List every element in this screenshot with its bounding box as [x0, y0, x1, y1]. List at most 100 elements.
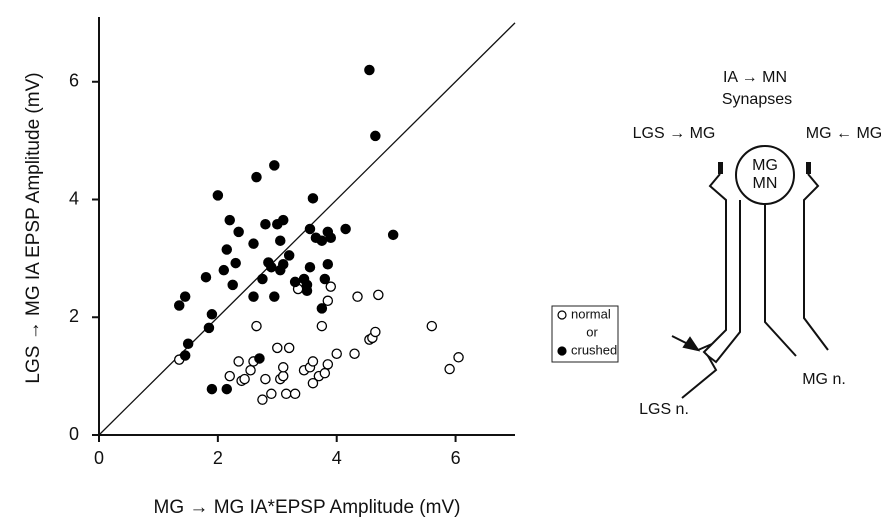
y-tick-label: 4 — [69, 188, 79, 208]
data-point — [269, 160, 280, 171]
data-point — [364, 64, 375, 76]
nerve-line — [764, 204, 797, 357]
nerve-line — [803, 173, 829, 351]
data-point — [453, 352, 464, 363]
data-point — [349, 348, 360, 360]
y-tick-label: 6 — [69, 71, 79, 91]
data-point — [233, 356, 244, 367]
data-point — [212, 190, 224, 201]
data-point — [245, 364, 256, 376]
arrow-head — [682, 336, 701, 352]
data-point — [251, 320, 262, 332]
cell-label: MG — [752, 157, 778, 174]
synapse-label: MG ← MG — [806, 125, 882, 142]
legend-marker — [557, 346, 567, 356]
synapse-label: LGS → MG — [633, 125, 716, 142]
data-point — [283, 250, 295, 261]
data-point — [325, 232, 337, 244]
data-point — [304, 261, 316, 273]
legend-label: normal — [571, 306, 611, 321]
data-point — [370, 326, 381, 338]
data-point — [340, 223, 351, 235]
data-point — [370, 130, 381, 142]
data-point — [221, 383, 233, 395]
legend-box — [551, 305, 619, 363]
data-point — [277, 259, 289, 270]
diagram-title: IA → MN — [723, 69, 787, 86]
data-point — [275, 235, 286, 246]
data-point — [289, 388, 301, 400]
data-point — [239, 373, 250, 385]
data-point — [182, 338, 194, 349]
data-point — [254, 353, 265, 364]
data-point — [203, 322, 215, 334]
data-point — [316, 303, 328, 314]
data-point — [307, 377, 319, 389]
synapse-terminal — [806, 162, 811, 174]
data-point — [266, 261, 277, 273]
data-point — [316, 320, 328, 332]
synapse-terminal — [718, 162, 723, 174]
y-tick-label: 2 — [69, 306, 79, 326]
data-point — [218, 264, 230, 276]
x-tick-label: 4 — [332, 448, 342, 468]
data-point — [200, 271, 212, 283]
nerve-line — [708, 173, 727, 345]
data-point — [248, 291, 259, 302]
nerve-line — [681, 200, 741, 399]
x-tick-label: 6 — [451, 448, 461, 468]
data-point — [322, 259, 334, 270]
data-point — [322, 359, 334, 370]
data-point — [248, 238, 259, 249]
data-point — [221, 244, 233, 255]
data-point — [307, 193, 319, 204]
data-point — [173, 300, 185, 311]
data-point — [251, 171, 262, 183]
data-point — [277, 362, 289, 373]
data-point — [373, 289, 384, 301]
data-point — [277, 370, 289, 382]
cell-label: MN — [753, 175, 778, 192]
nerve-label: MG n. — [802, 371, 846, 388]
data-point — [319, 367, 331, 379]
data-point — [331, 348, 342, 360]
data-point — [289, 276, 301, 288]
data-point — [316, 235, 328, 246]
data-point — [444, 363, 455, 375]
data-point — [260, 373, 271, 385]
data-point — [224, 370, 235, 382]
x-axis-label: MG → MG IA*EPSP Amplitude (mV) — [154, 497, 461, 518]
data-point — [277, 214, 289, 226]
data-point — [352, 291, 363, 302]
legend-marker — [557, 310, 567, 320]
legend-label: crushed — [571, 342, 617, 357]
y-tick-label: 0 — [69, 424, 79, 444]
data-point — [179, 291, 191, 302]
legend: or — [551, 305, 619, 363]
data-point — [322, 295, 334, 307]
data-point — [230, 257, 241, 269]
data-point — [301, 285, 313, 297]
data-point — [280, 388, 292, 400]
data-point — [319, 273, 331, 285]
x-tick-label: 0 — [94, 448, 104, 468]
data-point — [272, 342, 283, 354]
data-point — [233, 226, 244, 238]
data-point — [266, 388, 277, 400]
nerve-label: LGS n. — [639, 401, 689, 418]
data-point — [260, 218, 271, 230]
data-point — [179, 350, 191, 361]
y-axis-label: LGS → MG IA EPSP Amplitude (mV) — [23, 72, 44, 383]
diagram-title: Synapses — [722, 91, 792, 108]
data-point — [269, 291, 280, 302]
legend-connector: or — [586, 324, 598, 339]
data-point — [206, 383, 218, 395]
data-point — [325, 281, 337, 292]
data-point — [257, 394, 268, 405]
nerve-cut — [697, 343, 713, 359]
data-point — [426, 320, 438, 332]
data-point — [283, 342, 295, 354]
data-point — [224, 214, 235, 226]
x-tick-label: 2 — [213, 448, 223, 468]
